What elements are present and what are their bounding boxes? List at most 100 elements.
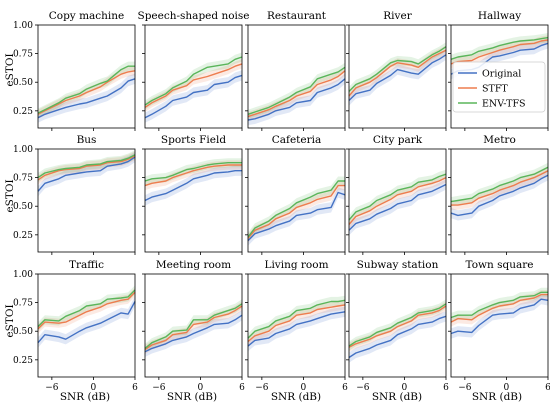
panel-frame [348, 24, 447, 129]
series-line-env-tfs [247, 180, 345, 238]
x-axis-label-col-5: SNR (dB) [472, 391, 522, 403]
panel-title: Sports Field [161, 134, 226, 146]
panel-title: Cafeteria [272, 134, 321, 146]
confidence-band-original [38, 296, 135, 348]
y-tick-label: 1.00 [13, 145, 33, 155]
legend-box [452, 61, 546, 113]
confidence-band-stft [349, 45, 446, 101]
series-line-env-tfs [37, 289, 136, 328]
y-tick-label: 0.25 [13, 231, 33, 241]
panel-frame [247, 148, 346, 253]
confidence-band-env-tfs [145, 299, 242, 353]
y-tick-label: 1.00 [13, 21, 33, 31]
series-line-stft [144, 164, 242, 187]
series-line-env-tfs [247, 299, 346, 339]
confidence-band-original [145, 165, 242, 206]
series-line-original [144, 314, 243, 353]
panel-title: Subway station [357, 259, 439, 271]
panel-9: City park [346, 134, 447, 255]
x-tick-label: −6 [152, 383, 166, 393]
series-line-original [144, 74, 243, 119]
confidence-band-stft [349, 173, 446, 230]
legend-label-original: Original [482, 69, 521, 80]
series-line-stft [348, 49, 447, 97]
series-line-stft [37, 155, 136, 181]
series-line-env-tfs [450, 291, 548, 319]
series-line-original [247, 191, 346, 242]
series-line-env-tfs [450, 166, 549, 203]
panel-frame [144, 273, 243, 378]
panel-2: Speech-shaped noise [138, 10, 250, 131]
panel-title: Bus [77, 134, 97, 146]
series-line-env-tfs [450, 36, 549, 60]
confidence-band-env-tfs [349, 169, 446, 225]
legend-label-stft: STFT [482, 84, 508, 95]
panel-title: Copy machine [49, 10, 125, 22]
series-line-env-tfs [37, 154, 136, 179]
panel-title: Metro [483, 134, 516, 146]
panel-title: Speech-shaped noise [138, 10, 250, 22]
x-tick-label: −6 [45, 383, 59, 393]
panel-3: Restaurant [245, 10, 346, 131]
x-tick-label: 6 [443, 383, 449, 393]
series-line-stft [247, 70, 346, 118]
confidence-band-original [349, 49, 446, 106]
panel-7: Sports Field [142, 134, 243, 255]
series-line-stft [37, 291, 136, 330]
panel-title: River [383, 10, 412, 22]
panel-frame [247, 24, 346, 129]
series-line-stft [144, 305, 243, 351]
legend: Original STFT ENV-TFS [452, 61, 546, 113]
panel-10: Metro [448, 134, 549, 255]
panel-frame [348, 148, 447, 253]
y-axis-label-row-1: eSTOI [4, 53, 16, 86]
panel-5: Hallway Original STFT ENV-TFS [448, 10, 549, 131]
series-line-stft [247, 304, 346, 343]
panel-8: Cafeteria [245, 134, 346, 255]
panel-title: Living room [264, 259, 328, 271]
y-tick-label: 0.75 [13, 174, 33, 184]
y-tick-label: 1.00 [13, 270, 33, 280]
x-tick-label: 6 [342, 383, 348, 393]
x-tick-label: 0 [91, 383, 97, 393]
legend-label-env-tfs: ENV-TFS [482, 99, 526, 110]
series-line-env-tfs [37, 65, 135, 114]
panel-1: Copy machine 0.25 0.50 0.75 1.00 [13, 10, 136, 131]
series-line-env-tfs [144, 161, 242, 182]
panel-frame [450, 273, 549, 378]
confidence-band-original [248, 187, 345, 246]
panel-title: Traffic [69, 259, 104, 271]
x-tick-label: 6 [545, 383, 550, 393]
y-axis-label-row-2: eSTOI [4, 179, 16, 212]
series-line-stft [450, 39, 549, 65]
y-tick-label: 0.50 [13, 78, 33, 88]
x-tick-label: 0 [504, 383, 510, 393]
series-line-original [450, 174, 549, 217]
series-line-original [247, 78, 346, 121]
series-line-env-tfs [247, 66, 346, 115]
series-line-env-tfs [348, 303, 447, 347]
panel-frame [37, 273, 136, 378]
panel-11: Traffic 0.25 0.50 0.75 1.00 −6 0 6 [13, 259, 138, 393]
panel-12: Meeting room −6 0 6 [142, 259, 245, 393]
panel-13: Living room −6 0 6 [245, 259, 348, 393]
series-line-original [450, 298, 549, 335]
x-axis-label-col-3: SNR (dB) [271, 391, 321, 403]
x-axis-label-col-4: SNR (dB) [372, 391, 422, 403]
panel-4: River [346, 10, 447, 131]
series-line-original [144, 169, 242, 202]
confidence-band-stft [248, 300, 345, 347]
panel-14: Subway station −6 0 6 [346, 259, 449, 393]
series-line-env-tfs [348, 46, 447, 92]
confidence-band-env-tfs [248, 62, 345, 119]
series-line-stft [37, 70, 136, 115]
y-axis-label-row-3: eSTOI [4, 304, 16, 337]
panel-frame [37, 148, 136, 253]
panel-frame [37, 24, 136, 129]
confidence-band-original [451, 294, 548, 339]
panel-title: Meeting room [156, 259, 231, 271]
x-tick-label: −6 [356, 383, 370, 393]
x-axis-label-col-2: SNR (dB) [167, 391, 217, 403]
series-line-original [348, 54, 447, 101]
